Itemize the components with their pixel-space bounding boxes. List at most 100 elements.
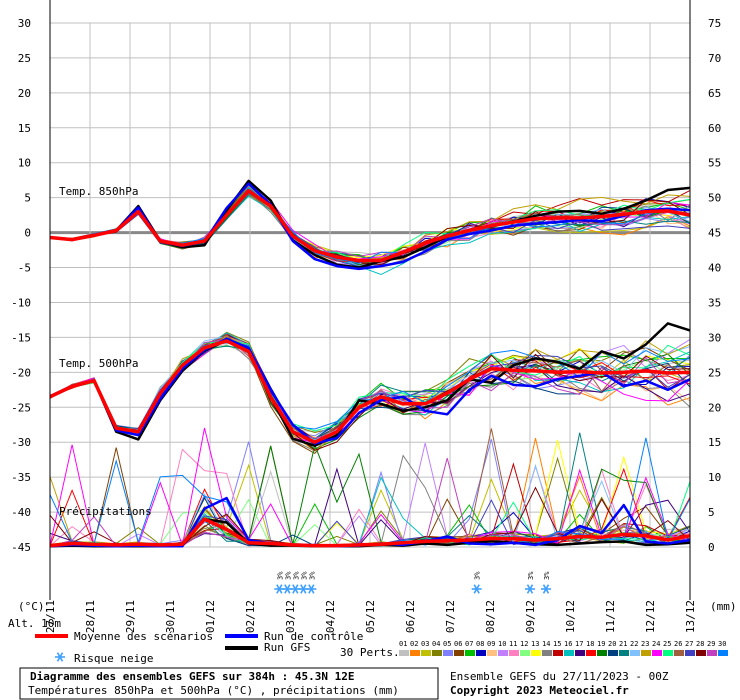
- left-tick-label: 30: [18, 17, 31, 30]
- precip-mean-line: [49, 517, 691, 548]
- pert-swatch: [597, 650, 607, 656]
- pert-swatch: [454, 650, 464, 656]
- right-tick-label: 70: [708, 52, 721, 65]
- pert-number: 07: [465, 640, 473, 648]
- left-tick-label: 15: [18, 122, 31, 135]
- date-label: 07/12: [444, 600, 457, 633]
- pert-number: 27: [685, 640, 693, 648]
- pert-swatch: [421, 650, 431, 656]
- pert-swatch: [531, 650, 541, 656]
- snow-risk-percent: 3%: [300, 571, 308, 580]
- left-tick-label: -15: [11, 331, 31, 344]
- snowflake-icon: [306, 584, 317, 594]
- right-tick-label: 5: [708, 506, 715, 519]
- pert-swatch: [718, 650, 728, 656]
- date-label: 05/12: [364, 600, 377, 633]
- pert-number: 01: [399, 640, 407, 648]
- pert-number: 22: [630, 640, 638, 648]
- pert-swatch: [465, 650, 475, 656]
- left-tick-label: 20: [18, 87, 31, 100]
- pert-number: 25: [663, 640, 671, 648]
- snow-risk-markers: 3% 3% 3% 3% 3% 3% 3% 3%: [274, 571, 551, 594]
- run-info: Ensemble GEFS du 27/11/2023 - 00Z: [450, 670, 669, 683]
- pert-number: 12: [520, 640, 528, 648]
- right-tick-label: 35: [708, 296, 721, 309]
- right-tick-label: 60: [708, 122, 721, 135]
- left-tick-label: -5: [18, 262, 31, 275]
- legend: Moyenne des scénarios Run de contrôle Ru…: [35, 630, 728, 665]
- pert-swatch: [586, 650, 596, 656]
- right-tick-label: 25: [708, 366, 721, 379]
- perturbation-legend: 01 02 03 04 05 06 07 08 09 10 11 12 13 14 15 16 17 18 19 20…: [399, 640, 728, 656]
- pert-swatch: [443, 650, 453, 656]
- snow-risk-percent: 3%: [474, 571, 482, 580]
- pert-number: 28: [696, 640, 704, 648]
- snow-risk-percent: 3%: [308, 571, 316, 580]
- panel-label-t850: Temp. 850hPa: [59, 185, 138, 198]
- pert-swatch: [619, 650, 629, 656]
- snow-risk-percent: 3%: [284, 571, 292, 580]
- pert-number: 14: [542, 640, 550, 648]
- pert-swatch: [498, 650, 508, 656]
- date-label: 12/12: [644, 600, 657, 633]
- pert-number: 20: [608, 640, 616, 648]
- left-tick-label: 0: [24, 227, 31, 240]
- left-tick-label: -35: [11, 471, 31, 484]
- date-label: 11/12: [604, 600, 617, 633]
- legend-mean-label: Moyenne des scénarios: [74, 630, 213, 643]
- pert-swatch: [564, 650, 574, 656]
- pert-number: 03: [421, 640, 429, 648]
- legend-snow-label: Risque neige: [74, 652, 153, 665]
- pert-number: 24: [652, 640, 660, 648]
- snow-risk-percent: 3%: [276, 571, 284, 580]
- pert-number: 15: [553, 640, 561, 648]
- pert-number: 04: [432, 640, 440, 648]
- date-label: 09/12: [524, 600, 537, 633]
- date-label: 08/12: [484, 600, 497, 633]
- date-label: 10/12: [564, 600, 577, 633]
- left-tick-label: 10: [18, 157, 31, 170]
- date-label: 01/12: [204, 600, 217, 633]
- legend-control-label: Run de contrôle: [264, 630, 363, 643]
- pert-swatch: [707, 650, 717, 656]
- panel-label-precip: Précipitations: [59, 505, 152, 518]
- pert-number: 21: [619, 640, 627, 648]
- pert-number: 18: [586, 640, 594, 648]
- date-label: 30/11: [164, 600, 177, 633]
- t850-mean-line: [49, 188, 691, 263]
- snowflake-icon: [55, 652, 65, 662]
- legend-gfs-label: Run GFS: [264, 641, 310, 654]
- pert-swatch: [553, 650, 563, 656]
- pert-swatch: [630, 650, 640, 656]
- legend-perts-label: 30 Perts.: [340, 646, 400, 659]
- pert-swatch: [476, 650, 486, 656]
- pert-swatch: [663, 650, 673, 656]
- t500-control-line: [49, 337, 691, 445]
- left-tick-label: -40: [11, 506, 31, 519]
- pert-swatch: [641, 650, 651, 656]
- pert-swatch: [432, 650, 442, 656]
- pert-number: 29: [707, 640, 715, 648]
- pert-number: 05: [443, 640, 451, 648]
- pert-number: 02: [410, 640, 418, 648]
- pert-number: 10: [498, 640, 506, 648]
- date-label: 28/11: [84, 600, 97, 633]
- right-tick-label: 75: [708, 17, 721, 30]
- chart-title: Diagramme des ensembles GEFS sur 384h : …: [30, 670, 355, 683]
- grid-layer: [49, 22, 691, 548]
- ensemble-precip-line: [49, 427, 691, 548]
- right-tick-label: 30: [708, 331, 721, 344]
- right-tick-label: 40: [708, 262, 721, 275]
- pert-swatch: [575, 650, 585, 656]
- pert-number: 13: [531, 640, 539, 648]
- right-tick-label: 20: [708, 401, 721, 414]
- pert-number: 16: [564, 640, 572, 648]
- right-tick-label: 0: [708, 541, 715, 554]
- pert-swatch: [652, 650, 662, 656]
- date-label: 02/12: [244, 600, 257, 633]
- pert-number: 09: [487, 640, 495, 648]
- pert-number: 19: [597, 640, 605, 648]
- left-tick-label: -25: [11, 401, 31, 414]
